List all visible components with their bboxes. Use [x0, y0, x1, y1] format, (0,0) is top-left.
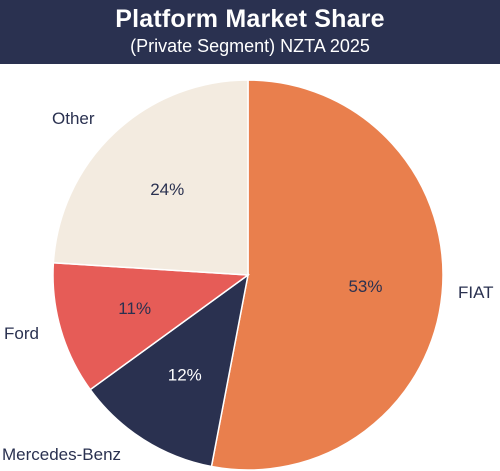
- slice-value-label: 24%: [150, 180, 184, 199]
- slice-category-label: Mercedes-Benz: [2, 445, 121, 464]
- pie-slice-other: [52, 79, 249, 276]
- slice-value-label: 53%: [348, 277, 382, 296]
- slice-category-label: Other: [52, 109, 95, 128]
- slice-value-label: 12%: [168, 366, 202, 385]
- slice-category-label: FIAT: [458, 283, 494, 302]
- slice-value-label: 11%: [118, 299, 151, 318]
- pie-slice-ford: [52, 261, 251, 391]
- pie-slice-fiat: [210, 79, 444, 471]
- chart-title: Platform Market Share: [115, 5, 385, 33]
- slice-category-label: Ford: [4, 324, 39, 343]
- chart-header: Platform Market Share (Private Segment) …: [0, 0, 500, 64]
- chart-subtitle: (Private Segment) NZTA 2025: [130, 36, 370, 56]
- pie-slice-mercedes-benz: [89, 273, 250, 468]
